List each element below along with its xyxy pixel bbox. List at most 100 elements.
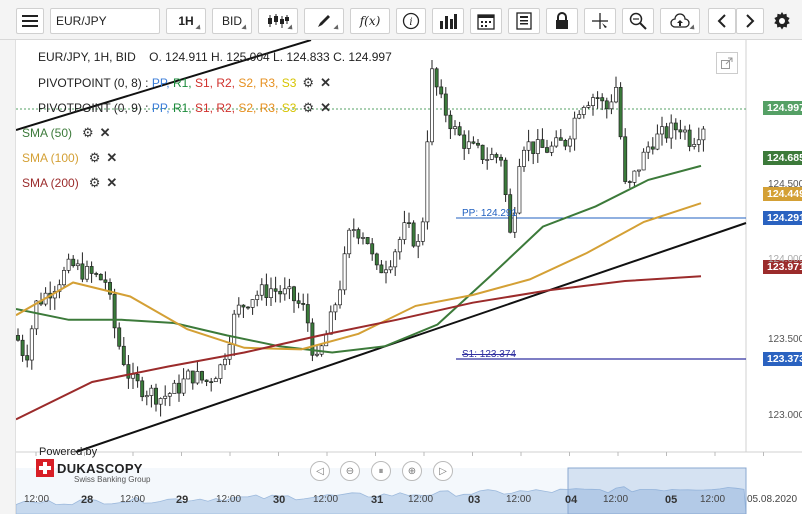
trend-line-support: [75, 222, 747, 453]
candle-body: [186, 370, 191, 380]
candle-body: [319, 345, 324, 355]
gear-icon[interactable]: ⚙: [82, 125, 94, 140]
candle-body: [190, 370, 195, 384]
candle-body: [259, 284, 264, 296]
candle-body: [577, 114, 582, 119]
x-tick-day: 03: [468, 494, 481, 506]
settings-button[interactable]: [768, 8, 796, 34]
candle-body: [425, 141, 430, 223]
candle-body: [324, 333, 329, 347]
gear-icon[interactable]: ⚙: [88, 175, 101, 190]
candle-body: [692, 144, 697, 147]
close-icon[interactable]: ✕: [106, 150, 118, 165]
reset-view-button[interactable]: ⏸: [371, 461, 391, 481]
brand-subtitle: Swiss Banking Group: [74, 475, 151, 484]
zoom-out-icon: ⊖: [345, 465, 355, 477]
candle-body: [632, 170, 637, 183]
candle-body: [361, 237, 365, 239]
gear-icon[interactable]: ⚙: [88, 150, 101, 165]
pivot-s2: S2,: [235, 76, 257, 90]
drawing-tools-button[interactable]: [304, 8, 344, 34]
pivot-r2: R2,: [213, 101, 236, 115]
candle-body: [16, 335, 20, 341]
candle-body: [595, 97, 600, 99]
price-tag-value: 123.373: [767, 353, 802, 365]
candle-body: [264, 284, 269, 298]
expand-icon: [721, 57, 733, 69]
sma50-label: SMA (50): [22, 126, 73, 140]
sma100-legend: SMA (100) ⚙ ✕: [22, 150, 117, 166]
chevron-right-icon: [746, 14, 755, 28]
back-button[interactable]: [708, 8, 736, 34]
crosshair-icon: [592, 13, 608, 29]
indicators-button[interactable]: f(x): [350, 8, 390, 34]
crosshair-button[interactable]: [584, 8, 616, 34]
symbol-label: EUR/JPY: [56, 14, 107, 28]
candle-body: [434, 68, 439, 88]
expand-button[interactable]: [716, 52, 738, 74]
candle-body: [98, 273, 103, 281]
candle-body: [489, 154, 494, 160]
x-tick: 12:00: [24, 494, 50, 505]
candle-body: [351, 229, 356, 231]
candle-body: [167, 393, 172, 397]
pivot-s3: S3: [278, 76, 297, 90]
menu-icon[interactable]: [16, 8, 44, 34]
info-button[interactable]: i: [396, 8, 426, 34]
candle-body: [172, 382, 177, 394]
pivot-s1: S1,: [191, 76, 213, 90]
candle-body: [650, 146, 655, 150]
zoom-button[interactable]: [622, 8, 654, 34]
forward-button[interactable]: [736, 8, 764, 34]
ohlc-readout: EUR/JPY, 1H, BID O. 124.911 H. 125.004 L…: [38, 50, 392, 64]
news-button[interactable]: [508, 8, 540, 34]
scroll-right-button[interactable]: ▷: [433, 461, 453, 481]
candle-body: [673, 122, 678, 131]
pivot-r2: R2,: [213, 76, 236, 90]
close-icon[interactable]: ✕: [320, 100, 331, 115]
candle-body: [572, 117, 577, 140]
candle-body: [453, 126, 457, 130]
candle-body: [568, 138, 572, 147]
candle-body: [627, 181, 632, 183]
chart-type-button[interactable]: [258, 8, 298, 34]
lock-button[interactable]: [546, 8, 578, 34]
candle-body: [273, 288, 278, 292]
candle-body: [476, 142, 480, 146]
symbol-selector[interactable]: EUR/JPY: [50, 8, 160, 34]
close-icon[interactable]: ✕: [320, 75, 331, 90]
price-tag-pp: 124.291: [763, 211, 802, 225]
chevron-right-icon: ▷: [439, 465, 447, 477]
calendar-button[interactable]: [470, 8, 502, 34]
candle-body: [227, 344, 232, 360]
upload-button[interactable]: [660, 8, 700, 34]
left-panel-strip: [0, 40, 16, 514]
scroll-left-button[interactable]: ◁: [310, 461, 330, 481]
sma200-line: [16, 275, 702, 421]
zoom-out-button[interactable]: ⊖: [340, 461, 360, 481]
brand-logo: DUKASCOPY: [36, 459, 143, 477]
close-icon[interactable]: ✕: [106, 175, 118, 190]
chart-area[interactable]: EUR/JPY, 1H, BID O. 124.911 H. 125.004 L…: [16, 40, 802, 514]
zoom-in-button[interactable]: ⊕: [402, 461, 422, 481]
candle-body: [623, 136, 628, 182]
ohlc-text: EUR/JPY, 1H, BID O. 124.911 H. 125.004 L…: [38, 50, 392, 64]
close-icon[interactable]: ✕: [99, 125, 111, 140]
timeframe-selector[interactable]: 1H: [166, 8, 206, 34]
toolbar: EUR/JPY 1H BID f(x) i: [0, 0, 802, 40]
candle-body: [618, 87, 623, 138]
candle-body: [66, 258, 71, 271]
trend-line-upper: [16, 40, 312, 131]
y-tick: 123.000: [768, 410, 802, 421]
gear-icon[interactable]: ⚙: [302, 100, 315, 115]
pivot-r3: R3,: [256, 101, 279, 115]
side-selector[interactable]: BID: [212, 8, 252, 34]
volume-button[interactable]: [432, 8, 464, 34]
candle-body: [393, 251, 398, 268]
candle-body: [388, 266, 393, 271]
candle-body: [213, 378, 218, 383]
gear-icon[interactable]: ⚙: [302, 75, 315, 90]
x-tick: 12:00: [700, 494, 726, 505]
candle-body: [370, 243, 375, 255]
pivot-r1: R1,: [169, 101, 192, 115]
